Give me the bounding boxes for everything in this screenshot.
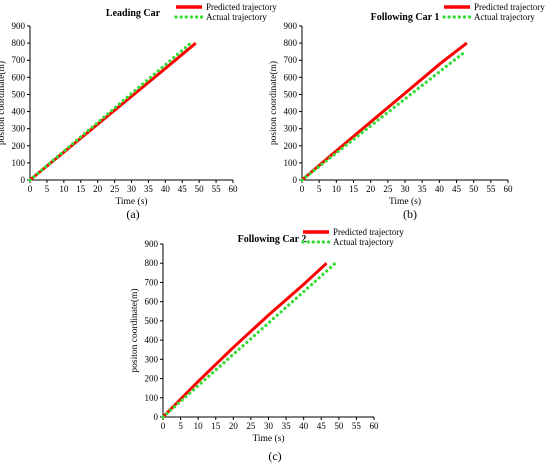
y-tick-label: 500 [284, 89, 298, 99]
y-tick-label: 200 [12, 141, 26, 151]
x-tick-label: 50 [334, 421, 344, 431]
x-tick-label: 60 [370, 421, 380, 431]
x-tick-label: 0 [161, 421, 166, 431]
y-tick-label: 200 [145, 374, 159, 384]
x-tick-label: 30 [127, 184, 137, 194]
x-tick-label: 45 [317, 421, 327, 431]
series-line-actual [28, 41, 193, 182]
x-tick-label: 35 [418, 184, 428, 194]
y-tick-label: 300 [145, 354, 159, 364]
y-tick-label: 400 [284, 107, 298, 117]
x-tick-label: 55 [352, 421, 362, 431]
x-tick-label: 25 [110, 184, 120, 194]
y-tick-label: 800 [12, 38, 26, 48]
y-axis-label: positon coordinate(m) [268, 61, 279, 145]
y-tick-label: 0 [154, 412, 159, 422]
x-tick-label: 15 [211, 421, 221, 431]
series-line-actual [161, 261, 337, 419]
y-tick-label: 0 [21, 175, 26, 185]
y-tick-label: 500 [12, 89, 26, 99]
x-axis-label: Time (s) [252, 433, 284, 444]
y-tick-label: 600 [12, 72, 26, 82]
y-tick-label: 900 [12, 21, 26, 31]
x-tick-label: 30 [264, 421, 274, 431]
x-tick-label: 45 [178, 184, 188, 194]
chart-panel-2: 0 5 10 15 20 25 30 35 40 45 50 55 600100200300400500… [268, 2, 545, 221]
x-tick-label: 50 [469, 184, 479, 194]
x-tick-label: 60 [504, 184, 514, 194]
x-tick-label: 25 [246, 421, 256, 431]
x-tick-label: 0 [300, 184, 305, 194]
series-line-predicted [161, 262, 328, 419]
x-tick-label: 45 [452, 184, 462, 194]
x-tick-label: 55 [212, 184, 222, 194]
chart-title: Following Car 1 [371, 12, 440, 23]
x-tick-label: 25 [383, 184, 393, 194]
x-tick-label: 10 [194, 421, 204, 431]
x-tick-label: 5 [317, 184, 322, 194]
panel-label: (b) [403, 207, 417, 221]
x-tick-label: 40 [435, 184, 445, 194]
chart-title: Leading Car [106, 8, 161, 19]
x-axis-label: Time (s) [389, 196, 421, 207]
x-tick-label: 30 [401, 184, 411, 194]
y-tick-label: 900 [284, 21, 298, 31]
y-axis-label: positon coordinate(m) [129, 288, 140, 372]
x-tick-label: 5 [178, 421, 183, 431]
y-tick-label: 200 [284, 141, 298, 151]
x-tick-label: 40 [161, 184, 171, 194]
legend-label: Actual trajectory [206, 12, 267, 22]
y-tick-label: 100 [284, 158, 298, 168]
legend-label: Actual trajectory [474, 12, 535, 22]
series-line-predicted [301, 41, 468, 182]
y-tick-label: 0 [293, 175, 298, 185]
x-tick-label: 15 [349, 184, 359, 194]
x-axis-label: Time (s) [115, 196, 147, 207]
y-tick-label: 400 [145, 335, 159, 345]
x-tick-label: 15 [76, 184, 86, 194]
panel-label: (c) [268, 449, 281, 463]
chart-panel-3: 0 5 10 15 20 25 30 35 40 45 50 55 600100200300400500… [129, 227, 404, 463]
y-tick-label: 700 [12, 55, 26, 65]
x-tick-label: 20 [229, 421, 239, 431]
panel-label: (a) [126, 207, 139, 221]
x-tick-label: 55 [486, 184, 496, 194]
series-line-actual [300, 50, 467, 182]
y-tick-label: 100 [12, 158, 26, 168]
x-tick-label: 20 [93, 184, 103, 194]
y-tick-label: 800 [145, 258, 159, 268]
y-tick-label: 600 [284, 72, 298, 82]
x-tick-label: 20 [366, 184, 376, 194]
x-tick-label: 0 [28, 184, 33, 194]
x-tick-label: 60 [229, 184, 239, 194]
y-tick-label: 300 [12, 124, 26, 134]
x-tick-label: 35 [144, 184, 154, 194]
y-tick-label: 300 [284, 124, 298, 134]
x-tick-label: 10 [332, 184, 342, 194]
y-tick-label: 700 [145, 277, 159, 287]
x-tick-label: 40 [299, 421, 309, 431]
legend-label: Actual trajectory [333, 237, 394, 247]
y-tick-label: 900 [145, 239, 159, 249]
x-tick-label: 5 [45, 184, 50, 194]
legend-label: Predicted trajectory [206, 2, 277, 12]
legend-label: Predicted trajectory [333, 227, 404, 237]
x-tick-label: 50 [195, 184, 205, 194]
y-tick-label: 100 [145, 393, 159, 403]
y-axis-label: positon coordinate(m) [0, 61, 7, 145]
y-tick-label: 600 [145, 297, 159, 307]
x-tick-label: 10 [59, 184, 69, 194]
y-tick-label: 400 [12, 107, 26, 117]
chart-panel-1: 0 5 10 15 20 25 30 35 40 45 50 55 600100200300400500… [0, 2, 277, 221]
x-tick-label: 35 [282, 421, 292, 431]
y-tick-label: 500 [145, 316, 159, 326]
chart-title: Following Car 2 [238, 234, 307, 245]
y-tick-label: 800 [284, 38, 298, 48]
legend-label: Predicted trajectory [474, 2, 545, 12]
y-tick-label: 700 [284, 55, 298, 65]
